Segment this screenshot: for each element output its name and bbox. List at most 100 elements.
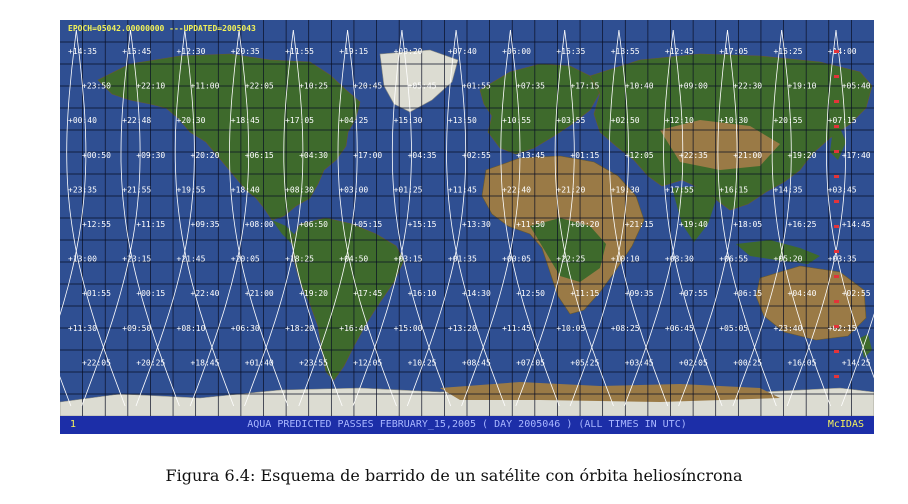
pass-time-label: +13:00 (68, 255, 97, 264)
pass-time-label: +22:40 (502, 185, 531, 194)
pass-time-label: +12:30 (177, 47, 206, 56)
pass-time-label: +21:00 (733, 151, 762, 160)
pass-time-label: +20:25 (136, 358, 165, 367)
pass-time-label: +10:25 (408, 358, 437, 367)
pass-time-label: +22:30 (733, 82, 762, 91)
pass-time-label: +17:55 (665, 185, 694, 194)
red-edge-marker (834, 275, 839, 278)
pass-time-label: +12:50 (516, 289, 545, 298)
pass-time-label: +00:20 (570, 220, 599, 229)
pass-time-label: +19:20 (788, 151, 817, 160)
ascending-orbit-track (135, 29, 195, 407)
pass-time-label: +07:40 (448, 47, 477, 56)
red-edge-marker (834, 375, 839, 378)
pass-time-label: +19:30 (611, 185, 640, 194)
pass-time-label: +16:10 (408, 289, 437, 298)
ascending-orbit-track (60, 29, 87, 316)
map-svg: +14:35 +15:45 +12:30 +20:35 +11:55 +19:15 +09:… (60, 20, 874, 434)
pass-time-label: +11:50 (516, 220, 545, 229)
pass-time-label: +18:40 (231, 185, 260, 194)
pass-time-label: +06:55 (719, 255, 748, 264)
pass-time-label: +23:15 (122, 255, 151, 264)
ascending-orbit-track (189, 29, 250, 407)
pass-time-label: +09:00 (679, 82, 708, 91)
pass-time-label: +13:50 (448, 116, 477, 125)
red-edge-marker (834, 75, 839, 78)
pass-time-label: +07:55 (679, 289, 708, 298)
frame-number: 1 (70, 419, 77, 430)
pass-time-label: +14:30 (462, 289, 491, 298)
pass-time-label: +18:20 (285, 324, 314, 333)
pass-time-label: +10:55 (502, 116, 531, 125)
red-edge-marker (834, 200, 839, 203)
pass-time-label: +21:00 (245, 289, 274, 298)
descending-orbit-track (283, 29, 343, 407)
pass-time-label: +19:15 (339, 47, 368, 56)
pass-time-label: +11:30 (68, 324, 97, 333)
red-edge-marker (834, 100, 839, 103)
pass-time-label: +06:30 (231, 324, 260, 333)
red-edge-marker (834, 50, 839, 53)
figure-caption: Figura 6.4: Esquema de barrido de un sat… (165, 466, 743, 485)
ascending-orbit-track (244, 29, 304, 407)
pass-time-label: +04:40 (788, 289, 817, 298)
pass-time-label: +22:35 (679, 151, 708, 160)
orbit-tracks (60, 29, 874, 407)
pass-time-label: +02:55 (462, 151, 491, 160)
pass-time-label: +22:10 (136, 82, 165, 91)
pass-time-label: +18:25 (285, 255, 314, 264)
pass-time-label: +06:45 (665, 324, 694, 333)
pass-time-label: +00:15 (136, 289, 165, 298)
pass-time-label: +00:25 (733, 358, 762, 367)
pass-time-label: +00:40 (68, 116, 97, 125)
pass-time-label: +01:55 (82, 289, 111, 298)
pass-time-label: +11:15 (570, 289, 599, 298)
pass-time-label: +04:35 (408, 151, 437, 160)
pass-time-label: +22:48 (122, 116, 151, 125)
pass-time-label: +10:40 (625, 82, 654, 91)
ascending-orbit-track (678, 29, 738, 407)
pass-time-label: +21:20 (556, 185, 585, 194)
pass-time-label: +09:35 (625, 289, 654, 298)
pass-time-label: +06:00 (502, 47, 531, 56)
pass-time-label: +08:30 (665, 255, 694, 264)
pass-time-label: +14:45 (842, 220, 871, 229)
pass-time-label: +23:35 (68, 185, 97, 194)
pass-time-label: +04:30 (299, 151, 328, 160)
india-landmass (672, 186, 716, 242)
pass-time-label: +16:25 (788, 220, 817, 229)
pass-time-label: +13:30 (462, 220, 491, 229)
pass-time-label: +05:20 (774, 255, 803, 264)
pass-time-label: +03:45 (828, 185, 857, 194)
pass-time-label: +01:15 (570, 151, 599, 160)
red-edge-marker (834, 350, 839, 353)
descending-orbit-track (663, 29, 723, 407)
pass-time-label: +07:05 (516, 358, 545, 367)
pass-time-label: +09:35 (191, 220, 220, 229)
pass-time-label: +00:05 (502, 255, 531, 264)
pass-time-label: +15:00 (394, 324, 423, 333)
lat-lon-grid (60, 20, 874, 416)
pass-time-label: +08:45 (462, 358, 491, 367)
pass-time-label: +22:25 (556, 255, 585, 264)
pass-time-label: +06:50 (299, 220, 328, 229)
pass-time-label: +05:25 (570, 358, 599, 367)
pass-time-label: +17:05 (719, 47, 748, 56)
pass-time-label: +11:15 (136, 220, 165, 229)
red-edge-marker (834, 250, 839, 253)
pass-time-label: +15:45 (122, 47, 151, 56)
mcidas-logo-text: McIDAS (827, 419, 864, 430)
pass-time-label: +09:20 (394, 47, 423, 56)
pass-time-label: +01:25 (394, 185, 423, 194)
pass-time-label: +09:30 (136, 151, 165, 160)
new-zealand-landmass (860, 334, 872, 358)
ascending-orbit-track (406, 29, 467, 407)
red-edge-marker (834, 125, 839, 128)
pass-time-label: +06:15 (733, 289, 762, 298)
pass-time-label: +14:35 (774, 185, 803, 194)
pass-time-label: +16:40 (339, 324, 368, 333)
pass-time-label: +16:05 (788, 358, 817, 367)
pass-time-label: +05:15 (353, 220, 382, 229)
pass-time-label: +15:25 (774, 47, 803, 56)
pass-time-label: +20:05 (231, 255, 260, 264)
